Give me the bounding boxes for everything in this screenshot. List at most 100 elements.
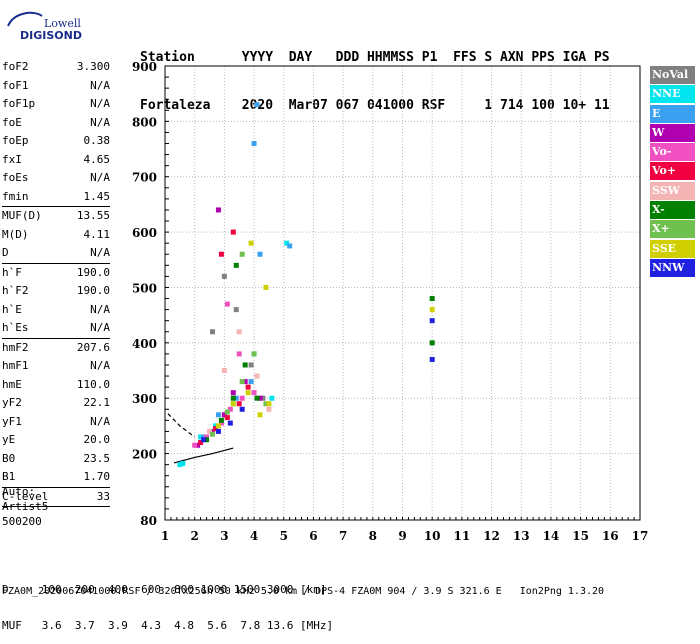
param-value: 1.45 (83, 189, 111, 203)
param-row: foEp 0.38 (2, 132, 110, 151)
param-row: fxI 4.65 (2, 151, 110, 170)
x-tick-label: 16 (602, 529, 619, 543)
param-value: 22.1 (83, 396, 111, 409)
ionospheric-parameters: foF2 3.300 foF1 N/A foF1p N/A foE N/A foEp 0.38 fx… (2, 58, 110, 507)
param-row: foF2 3.300 (2, 58, 110, 77)
param-value: N/A (90, 171, 110, 184)
param-name: C-level (2, 489, 49, 503)
param-value: 4.11 (83, 227, 111, 241)
data-point (215, 207, 221, 213)
data-point (248, 240, 254, 246)
param-value: 23.5 (83, 451, 111, 465)
data-point (201, 437, 207, 443)
muf-row: MUF 3.6 3.7 3.9 4.3 4.8 5.6 7.8 13.6 [MH… (2, 619, 334, 632)
legend-entry: SSW (650, 181, 695, 200)
logo-brand: Lowell (44, 17, 81, 30)
y-tick-label: 80 (140, 514, 157, 528)
param-name: fmin (2, 189, 29, 203)
x-tick-label: 6 (309, 529, 317, 543)
data-point (429, 318, 435, 324)
header-labels: Station YYYY DAY DDD HHMMSS P1 FFS S AXN… (140, 50, 610, 65)
param-row: h`E N/A (2, 301, 110, 320)
data-point (227, 420, 233, 426)
param-value: N/A (90, 359, 110, 372)
data-point (204, 434, 210, 440)
legend-entry: E (650, 104, 695, 123)
param-value: 20.0 (83, 433, 111, 446)
param-row: h`F 190.0 (2, 262, 110, 283)
legend-entry: W (650, 123, 695, 142)
auto-label: Auto: (2, 485, 36, 498)
param-row: foF1 N/A (2, 77, 110, 96)
param-name: yF1 (2, 414, 22, 428)
data-point (239, 395, 245, 401)
auto-version: 500200 (2, 515, 42, 528)
x-tick-label: 12 (483, 529, 500, 543)
data-point (233, 395, 239, 401)
param-name: D (2, 246, 9, 259)
x-tick-label: 13 (513, 529, 530, 543)
data-point (210, 428, 215, 434)
param-name: h`E (2, 302, 22, 316)
param-value: N/A (90, 115, 110, 129)
legend-entry: X- (650, 201, 695, 220)
x-tick-label: 1 (161, 529, 169, 543)
param-row: yF1 N/A (2, 413, 110, 432)
muf-table: D 100 200 400 600 800 1000 1500 3000 [km… (2, 560, 333, 644)
data-point (218, 417, 224, 423)
data-point (207, 428, 213, 434)
data-point (233, 307, 239, 313)
param-name: fxI (2, 152, 22, 166)
data-point (230, 390, 236, 396)
param-value: N/A (90, 78, 110, 92)
data-point (257, 395, 263, 401)
data-point (215, 428, 221, 434)
header-values: Fortaleza 2020 Mar07 067 041000 RSF 1 71… (140, 98, 610, 113)
data-point (210, 329, 215, 335)
y-tick-label: 900 (132, 60, 157, 74)
y-tick-label: 300 (132, 392, 157, 406)
y-tick-label: 400 (132, 337, 157, 351)
distance-row: D 100 200 400 600 800 1000 1500 3000 [km… (2, 583, 327, 596)
param-row: foF1p N/A (2, 95, 110, 114)
data-point (192, 442, 198, 448)
data-point (266, 401, 272, 407)
x-tick-label: 11 (454, 529, 471, 543)
param-name: B0 (2, 451, 16, 465)
data-point (224, 301, 230, 307)
x-tick-label: 2 (191, 529, 199, 543)
data-point (215, 412, 221, 418)
param-value: 3.300 (76, 60, 110, 73)
data-point (236, 401, 242, 407)
param-name: foF1p (2, 97, 36, 110)
trace-line (167, 413, 196, 438)
param-value: 1.70 (83, 470, 111, 483)
param-value: N/A (90, 414, 110, 428)
data-point (227, 406, 233, 412)
plot-frame (164, 65, 641, 521)
legend-entry: SSE (650, 239, 695, 258)
logo: Lowell DIGISONDE (7, 11, 82, 42)
param-row: yF2 22.1 (2, 394, 110, 413)
auto-program: Artist5 (2, 500, 49, 513)
param-value: N/A (90, 97, 110, 110)
direction-legend: NoVal NNE E W Vo- Vo+ SSW X- X+ SSE NNW (650, 66, 695, 278)
data-point (218, 251, 224, 257)
x-tick-label: 15 (572, 529, 589, 543)
y-tick-label: 800 (132, 115, 157, 129)
param-name: hmF2 (2, 340, 29, 354)
param-row: hmE 110.0 (2, 376, 110, 395)
data-point (230, 229, 236, 235)
x-tick-label: 8 (369, 529, 377, 543)
legend-entry: Vo+ (650, 162, 695, 181)
data-point (251, 141, 257, 147)
param-name: foF2 (2, 60, 29, 73)
data-point (221, 273, 227, 279)
param-row: h`F2 190.0 (2, 282, 110, 301)
file-info-footer: FZA0M_2020067041000.RSF / 320fx256h 50 k… (2, 586, 605, 597)
data-point (180, 461, 186, 467)
data-point (204, 437, 210, 443)
param-name: hmF1 (2, 359, 29, 372)
data-point (248, 379, 254, 385)
data-point (239, 406, 245, 412)
